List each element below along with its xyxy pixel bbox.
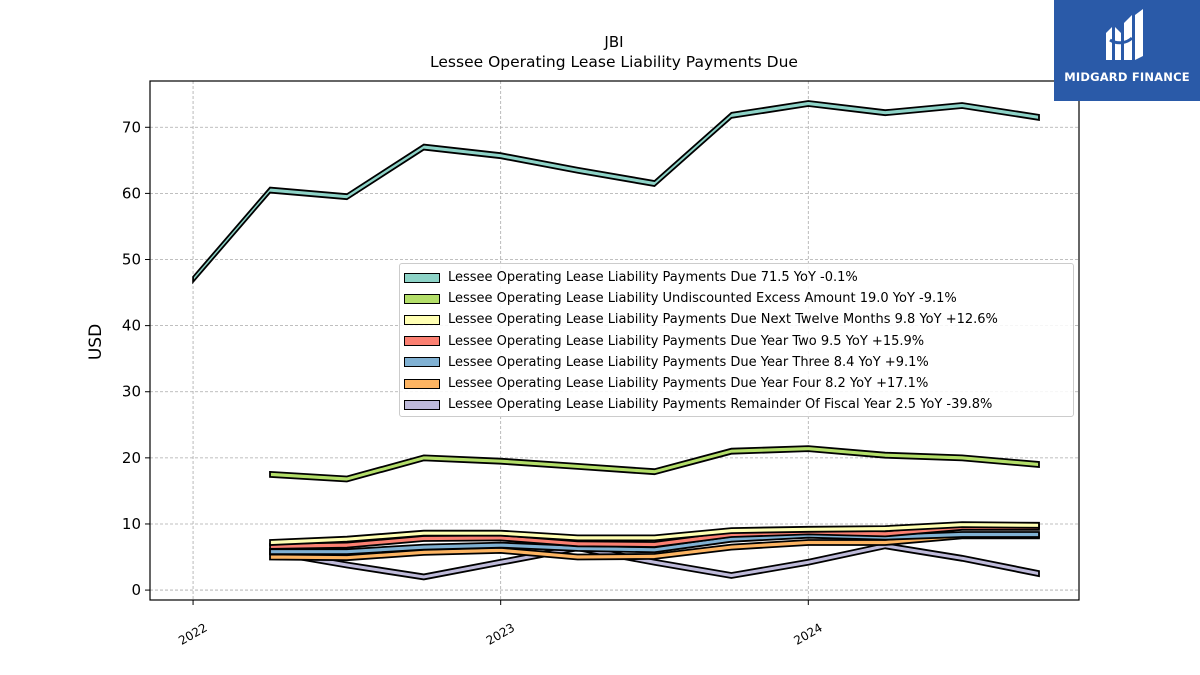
logo-text: MIDGARD FINANCE: [1064, 70, 1190, 84]
series-areas: [192, 100, 1040, 581]
legend: Lessee Operating Lease Liability Payment…: [399, 263, 1074, 417]
y-tick-label: 60: [122, 184, 141, 202]
legend-label: Lessee Operating Lease Liability Payment…: [448, 376, 929, 391]
legend-label: Lessee Operating Lease Liability Payment…: [448, 270, 858, 285]
x-tick-label: 2022: [176, 620, 209, 647]
legend-item: Lessee Operating Lease Liability Payment…: [404, 267, 858, 288]
legend-label: Lessee Operating Lease Liability Undisco…: [448, 291, 957, 307]
legend-swatch: [404, 293, 440, 304]
legend-swatch: [404, 399, 440, 410]
legend-swatch: [404, 378, 440, 389]
legend-swatch: [404, 314, 440, 325]
series-band-2: [269, 521, 1040, 546]
legend-label: Lessee Operating Lease Liability Payment…: [448, 397, 993, 413]
y-tick-label: 50: [122, 251, 141, 269]
series-band-0: [192, 100, 1040, 285]
y-tick-label: 0: [131, 581, 141, 599]
y-tick-label: 20: [122, 449, 141, 467]
legend-swatch: [404, 272, 440, 283]
legend-item: Lessee Operating Lease Liability Payment…: [404, 309, 998, 330]
legend-label: Lessee Operating Lease Liability Payment…: [448, 312, 998, 328]
series-band-1: [269, 445, 1040, 483]
legend-label: Lessee Operating Lease Liability Payment…: [448, 354, 929, 370]
grid: [150, 81, 1079, 600]
y-tick-label: 40: [122, 317, 141, 335]
y-axis: 0 10 20 30 40 50 60 70: [122, 118, 150, 599]
legend-label: Lessee Operating Lease Liability Payment…: [448, 333, 925, 349]
x-tick-label: 2024: [791, 620, 824, 647]
legend-item: Lessee Operating Lease Liability Payment…: [404, 394, 992, 415]
legend-swatch: [404, 357, 440, 368]
legend-swatch: [404, 336, 440, 347]
x-axis: 2022 2023 2024: [176, 600, 825, 648]
y-tick-label: 30: [122, 383, 141, 401]
legend-item: Lessee Operating Lease Liability Payment…: [404, 352, 929, 373]
legend-item: Lessee Operating Lease Liability Undisco…: [404, 288, 957, 309]
logo-mark-icon: [1106, 9, 1143, 60]
y-tick-label: 70: [122, 118, 141, 136]
chart-subtitle: Lessee Operating Lease Liability Payment…: [430, 53, 798, 71]
legend-item: Lessee Operating Lease Liability Payment…: [404, 373, 928, 394]
series-band-5: [269, 532, 1040, 562]
y-tick-label: 10: [122, 515, 141, 533]
plot-frame: [149, 80, 1080, 601]
brand-logo: MIDGARD FINANCE: [1054, 0, 1200, 101]
chart-title: JBI: [603, 33, 623, 51]
legend-item: Lessee Operating Lease Liability Payment…: [404, 331, 924, 352]
x-tick-label: 2023: [484, 620, 517, 647]
y-axis-label: USD: [86, 324, 106, 360]
